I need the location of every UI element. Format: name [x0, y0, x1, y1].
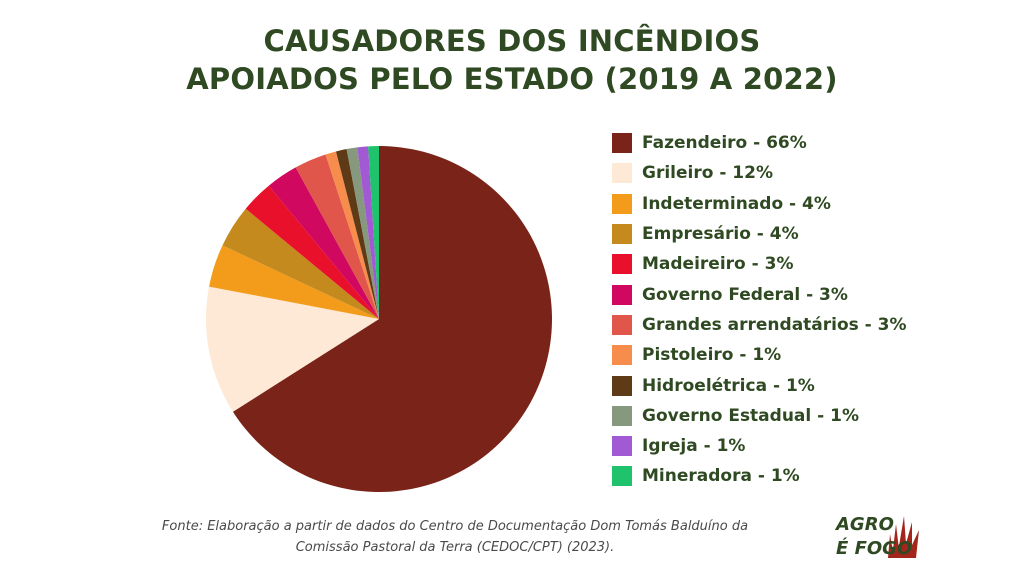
- legend-item: Pistoleiro - 1%: [612, 340, 1012, 370]
- legend-swatch: [612, 224, 632, 245]
- legend-label: Grandes arrendatários - 3%: [642, 314, 907, 335]
- pie-chart: [205, 146, 552, 493]
- legend-swatch: [612, 163, 632, 184]
- legend-swatch: [612, 405, 632, 426]
- chart-title-line-1: CAUSADORES DOS INCÊNDIOS: [263, 24, 761, 58]
- legend-swatch: [612, 375, 632, 396]
- legend-swatch: [612, 284, 632, 305]
- legend-swatch: [612, 345, 632, 366]
- legend-item: Governo Federal - 3%: [612, 279, 1012, 309]
- flame-icon: [888, 516, 919, 558]
- legend-label: Hidroelétrica - 1%: [642, 375, 815, 396]
- legend-item: Indeterminado - 4%: [612, 189, 1012, 219]
- legend-item: Governo Estadual - 1%: [612, 401, 1012, 431]
- legend-label: Grileiro - 12%: [642, 163, 773, 184]
- source-line-2: Comissão Pastoral da Terra (CEDOC/CPT) (…: [295, 540, 615, 555]
- pie-slice-8: [325, 151, 379, 319]
- legend-label: Mineradora - 1%: [642, 466, 800, 487]
- legend-swatch: [612, 193, 632, 214]
- legend-label: Fazendeiro - 66%: [642, 133, 807, 154]
- source-line-1: Fonte: Elaboração a partir de dados do C…: [161, 519, 749, 534]
- pie-slice-9: [335, 149, 379, 319]
- legend-label: Igreja - 1%: [642, 436, 746, 457]
- pie-slice-4: [222, 208, 379, 319]
- legend-label: Madeireiro - 3%: [642, 254, 794, 275]
- legend-swatch: [612, 314, 632, 335]
- pie-slice-3: [209, 245, 379, 319]
- chart-legend: Fazendeiro - 66% Grileiro - 12% Indetermin…: [612, 128, 1012, 492]
- chart-title-line-2: APOIADOS PELO ESTADO (2019 A 2022): [186, 62, 838, 96]
- legend-item: Grandes arrendatários - 3%: [612, 310, 1012, 340]
- pie-slice-6: [268, 167, 379, 319]
- legend-label: Empresário - 4%: [642, 224, 799, 245]
- pie-slice-1: [232, 146, 552, 493]
- legend-item: Igreja - 1%: [612, 431, 1012, 461]
- pie-slice-2: [205, 286, 379, 412]
- legend-label: Governo Estadual - 1%: [642, 405, 859, 426]
- source-note: Fonte: Elaboração a partir de dados do C…: [80, 516, 830, 558]
- legend-swatch: [612, 436, 632, 457]
- pie-slice-10: [346, 147, 379, 319]
- legend-item: Hidroelétrica - 1%: [612, 370, 1012, 400]
- legend-item: Mineradora - 1%: [612, 461, 1012, 491]
- agro-e-fogo-logo: AGRO É FOGO: [834, 514, 919, 559]
- chart-title: CAUSADORES DOS INCÊNDIOS APOIADOS PELO E…: [0, 22, 1024, 98]
- legend-label: Governo Federal - 3%: [642, 284, 848, 305]
- pie-slice-5: [245, 185, 379, 319]
- logo-text-line-1: AGRO: [834, 514, 894, 535]
- legend-label: Pistoleiro - 1%: [642, 345, 782, 366]
- pie-slice-7: [295, 154, 379, 319]
- legend-item: Empresário - 4%: [612, 219, 1012, 249]
- legend-swatch: [612, 466, 632, 487]
- legend-item: Madeireiro - 3%: [612, 249, 1012, 279]
- legend-item: Fazendeiro - 66%: [612, 128, 1012, 158]
- legend-label: Indeterminado - 4%: [642, 193, 831, 214]
- legend-item: Grileiro - 12%: [612, 158, 1012, 188]
- logo-text-line-2: É FOGO: [836, 537, 912, 559]
- legend-swatch: [612, 254, 632, 275]
- legend-swatch: [612, 133, 632, 154]
- pie-slice-12: [368, 146, 379, 319]
- pie-slice-11: [357, 146, 379, 319]
